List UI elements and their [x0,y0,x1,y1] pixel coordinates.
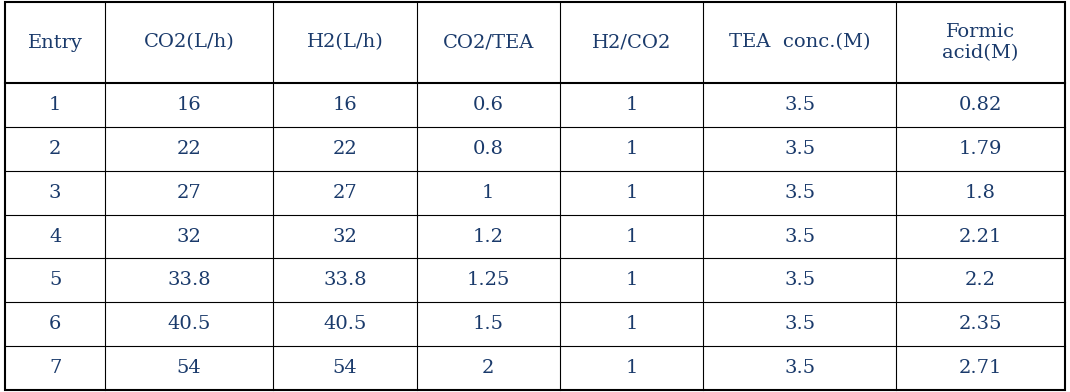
Text: 1: 1 [625,315,638,333]
Text: 1.2: 1.2 [473,228,504,245]
Text: 3.5: 3.5 [784,184,815,202]
Text: 2: 2 [483,359,494,377]
Text: 0.6: 0.6 [473,96,504,114]
Text: 1: 1 [625,96,638,114]
Text: 1: 1 [625,271,638,289]
Text: 0.82: 0.82 [959,96,1003,114]
Text: CO2/TEA: CO2/TEA [443,34,534,51]
Text: 33.8: 33.8 [167,271,211,289]
Text: 1: 1 [625,359,638,377]
Text: 16: 16 [177,96,201,114]
Text: 2: 2 [49,140,61,158]
Text: 5: 5 [49,271,61,289]
Text: 32: 32 [333,228,357,245]
Text: 22: 22 [177,140,201,158]
Text: 1.8: 1.8 [965,184,996,202]
Text: TEA  conc.(M): TEA conc.(M) [729,34,871,51]
Text: Entry: Entry [28,34,82,51]
Text: 1: 1 [625,184,638,202]
Text: 54: 54 [333,359,357,377]
Text: 33.8: 33.8 [323,271,367,289]
Text: 3.5: 3.5 [784,140,815,158]
Text: H2/CO2: H2/CO2 [592,34,671,51]
Text: 27: 27 [333,184,357,202]
Text: 2.2: 2.2 [965,271,996,289]
Text: 1: 1 [483,184,494,202]
Text: H2(L/h): H2(L/h) [307,34,383,51]
Text: 2.21: 2.21 [959,228,1003,245]
Text: 40.5: 40.5 [168,315,211,333]
Text: 3.5: 3.5 [784,228,815,245]
Text: 3.5: 3.5 [784,315,815,333]
Text: 3.5: 3.5 [784,271,815,289]
Text: 3.5: 3.5 [784,96,815,114]
Text: Formic
acid(M): Formic acid(M) [943,23,1019,62]
Text: 2.71: 2.71 [959,359,1003,377]
Text: 1.25: 1.25 [467,271,510,289]
Text: 16: 16 [333,96,357,114]
Text: 1: 1 [625,140,638,158]
Text: 0.8: 0.8 [473,140,504,158]
Text: 7: 7 [49,359,61,377]
Text: 6: 6 [49,315,61,333]
Text: 2.35: 2.35 [959,315,1003,333]
Text: 40.5: 40.5 [323,315,367,333]
Text: 27: 27 [177,184,201,202]
Text: 1.79: 1.79 [959,140,1003,158]
Text: CO2(L/h): CO2(L/h) [143,34,234,51]
Text: 3.5: 3.5 [784,359,815,377]
Text: 1.5: 1.5 [473,315,504,333]
Text: 22: 22 [333,140,357,158]
Text: 54: 54 [177,359,201,377]
Text: 4: 4 [49,228,61,245]
Text: 1: 1 [625,228,638,245]
Text: 32: 32 [177,228,201,245]
Text: 3: 3 [49,184,61,202]
Text: 1: 1 [49,96,61,114]
